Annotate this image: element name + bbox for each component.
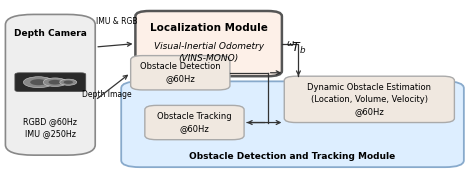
Circle shape <box>48 80 62 85</box>
Circle shape <box>23 77 54 88</box>
Circle shape <box>64 80 73 84</box>
Text: Localization Module: Localization Module <box>150 23 268 33</box>
Text: $^{\omega}\!T_b$: $^{\omega}\!T_b$ <box>286 41 306 57</box>
FancyBboxPatch shape <box>15 73 86 92</box>
Text: Dynamic Obstacle Estimation
(Location, Volume, Velocity)
@60Hz: Dynamic Obstacle Estimation (Location, V… <box>307 83 431 116</box>
Text: Obstacle Detection
@60Hz: Obstacle Detection @60Hz <box>140 62 220 83</box>
Text: RGBD @60Hz
IMU @250Hz: RGBD @60Hz IMU @250Hz <box>23 117 77 138</box>
FancyBboxPatch shape <box>121 81 464 167</box>
Text: Depth Image: Depth Image <box>82 90 132 99</box>
FancyBboxPatch shape <box>145 105 244 140</box>
Text: Obstacle Detection and Tracking Module: Obstacle Detection and Tracking Module <box>190 152 396 161</box>
FancyBboxPatch shape <box>284 76 455 122</box>
FancyBboxPatch shape <box>131 56 230 90</box>
Text: Visual-Inertial Odometry
(VINS-MONO): Visual-Inertial Odometry (VINS-MONO) <box>154 42 264 63</box>
Text: Obstacle Tracking
@60Hz: Obstacle Tracking @60Hz <box>157 112 232 133</box>
Text: IMU & RGB: IMU & RGB <box>96 17 137 26</box>
FancyBboxPatch shape <box>136 11 282 76</box>
Circle shape <box>60 79 77 85</box>
Text: Depth Camera: Depth Camera <box>14 29 87 38</box>
FancyBboxPatch shape <box>5 14 95 155</box>
Circle shape <box>43 78 67 86</box>
Circle shape <box>30 79 47 85</box>
